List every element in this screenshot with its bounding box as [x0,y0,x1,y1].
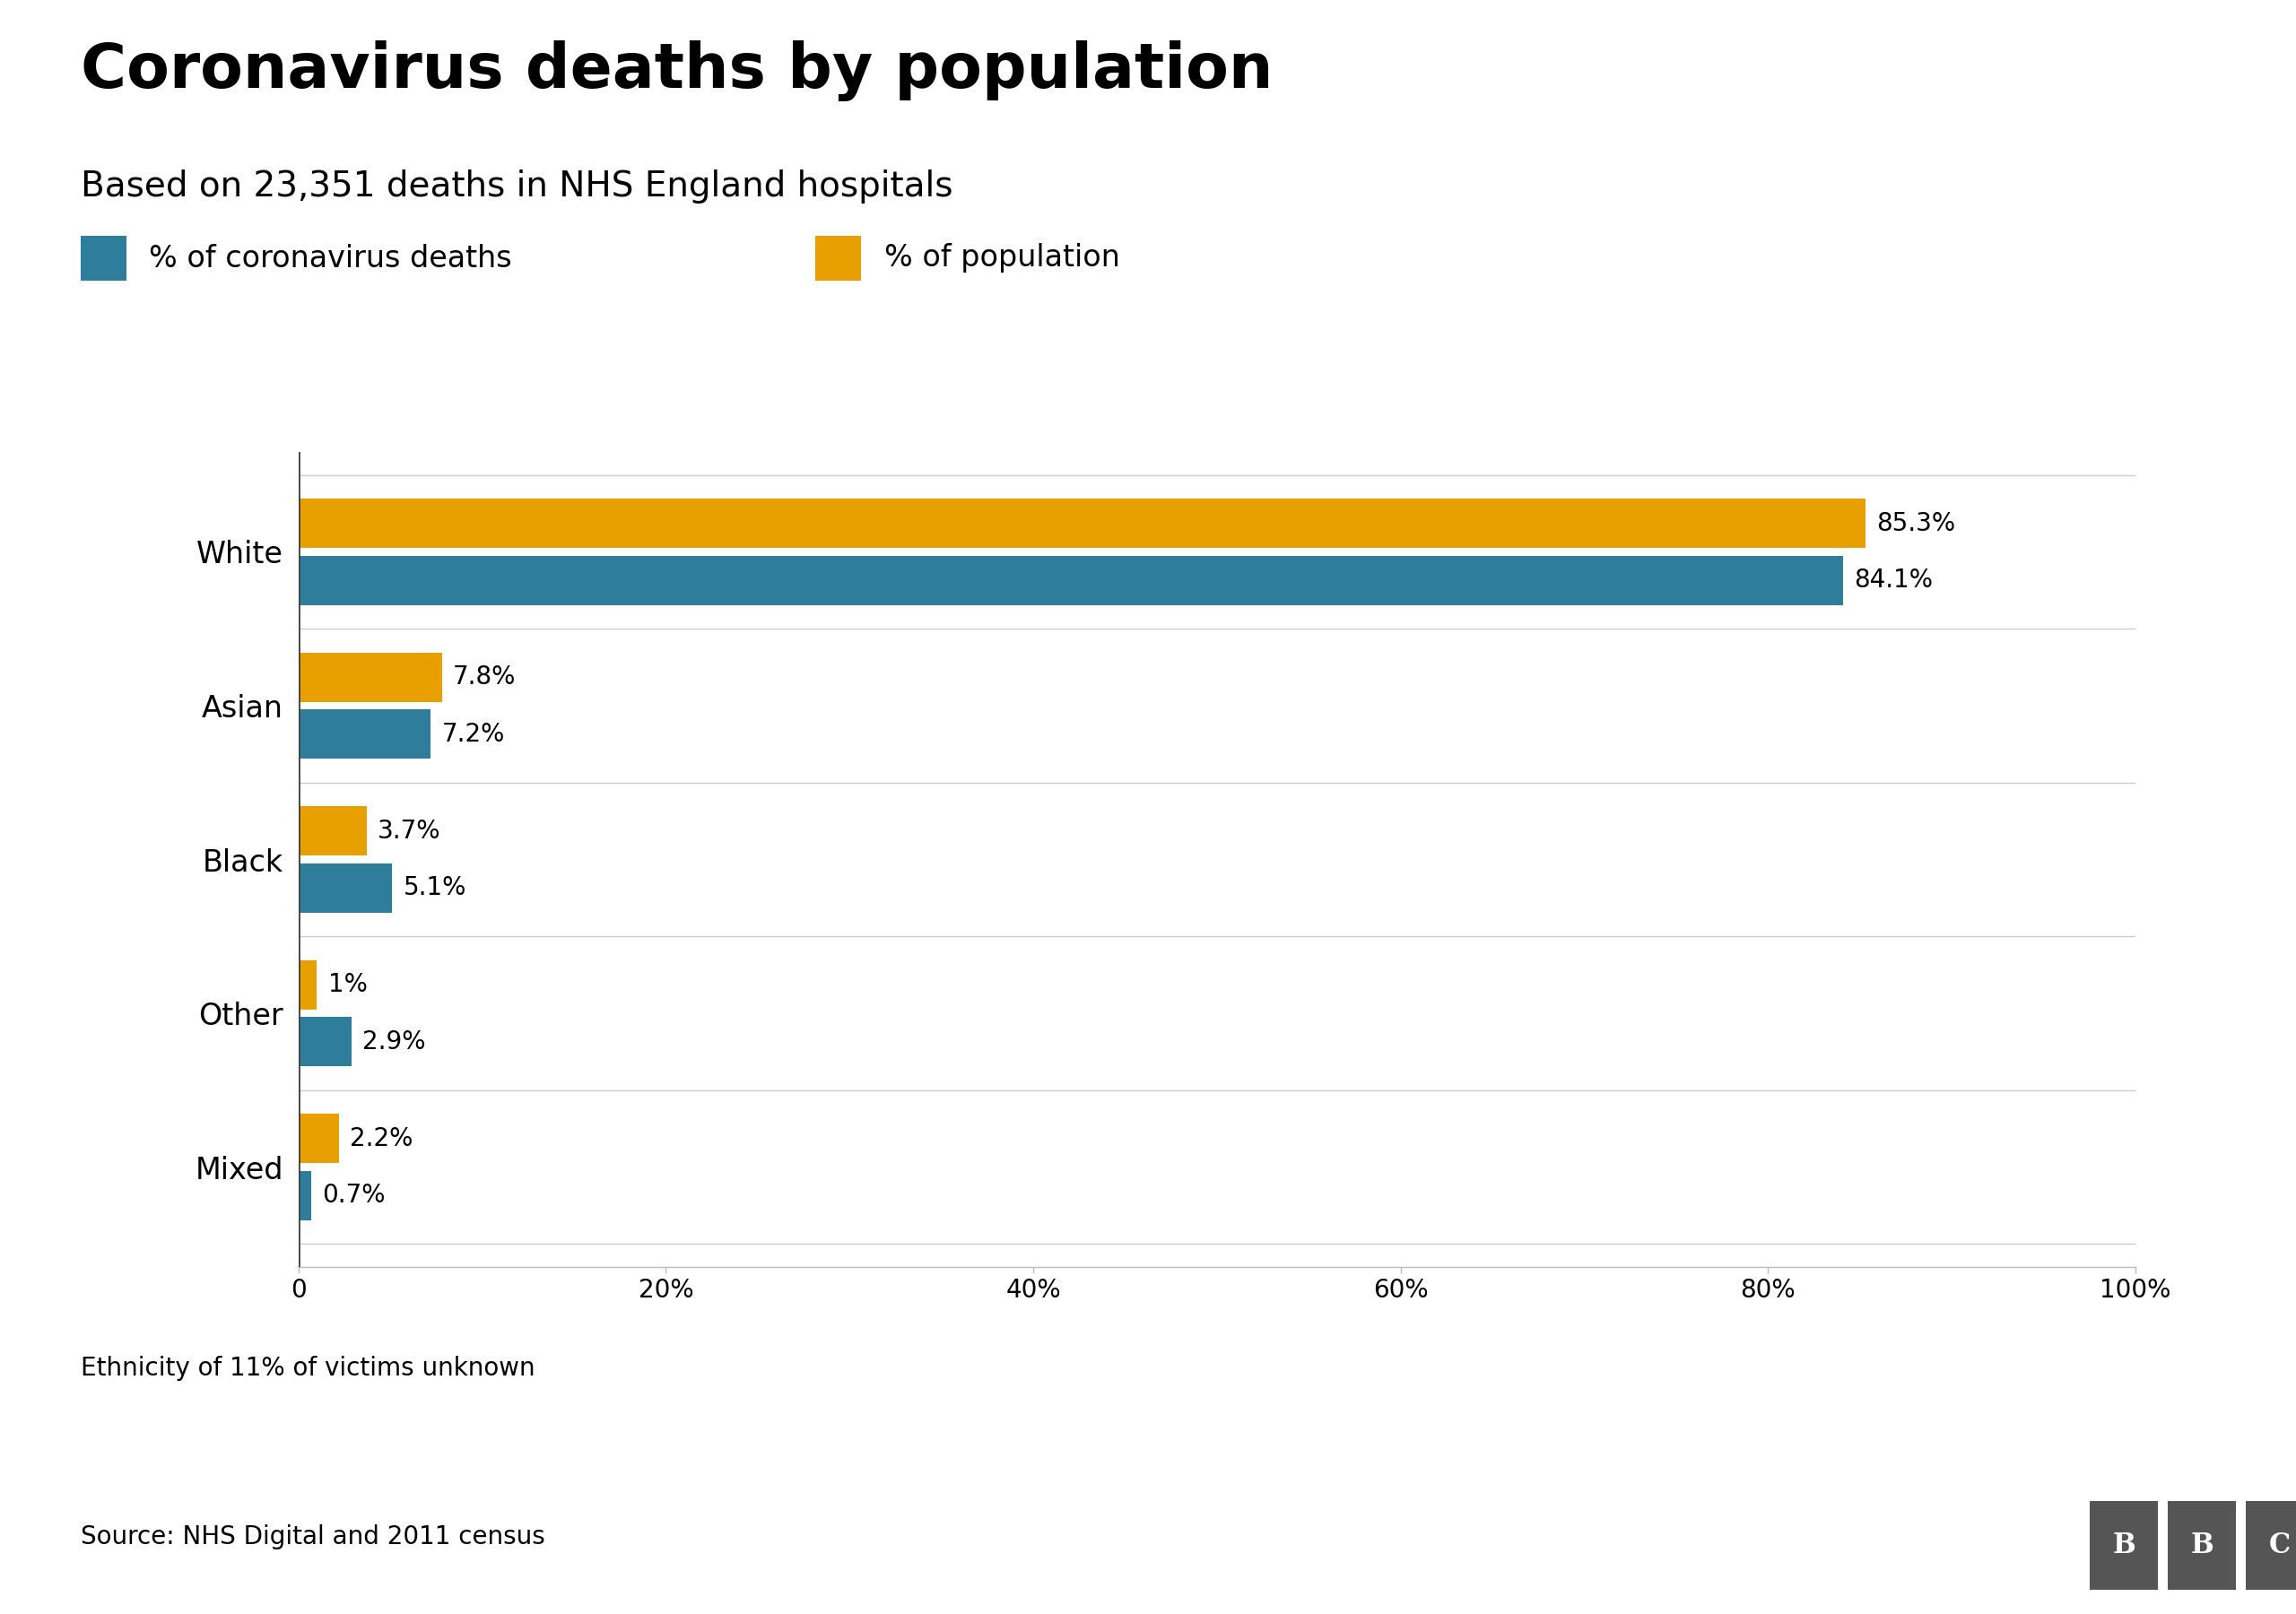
Text: 3.7%: 3.7% [377,818,441,844]
Text: Source: NHS Digital and 2011 census: Source: NHS Digital and 2011 census [80,1524,544,1549]
Text: 85.3%: 85.3% [1876,512,1956,536]
Bar [298,807,367,855]
Text: 5.1%: 5.1% [404,875,466,901]
Bar [298,555,1844,605]
Bar [298,710,432,759]
Bar [298,652,441,702]
Text: Ethnicity of 11% of victims unknown: Ethnicity of 11% of victims unknown [80,1356,535,1382]
Text: C: C [2268,1532,2291,1559]
Bar [298,1114,340,1164]
Text: B: B [2190,1532,2213,1559]
Text: 7.2%: 7.2% [441,721,505,747]
Text: 2.9%: 2.9% [363,1030,427,1054]
Text: B: B [2112,1532,2135,1559]
Bar [298,863,393,912]
Text: % of population: % of population [884,244,1120,273]
Text: 0.7%: 0.7% [321,1183,386,1207]
Bar [298,960,317,1009]
Text: 1%: 1% [328,972,367,997]
Text: % of coronavirus deaths: % of coronavirus deaths [149,244,512,273]
Bar [298,1017,351,1067]
Text: Coronavirus deaths by population: Coronavirus deaths by population [80,40,1272,102]
Bar [298,499,1864,549]
Text: 7.8%: 7.8% [452,665,517,689]
Text: 84.1%: 84.1% [1855,568,1933,592]
Bar [298,1170,312,1220]
Text: 2.2%: 2.2% [349,1127,413,1151]
Text: Based on 23,351 deaths in NHS England hospitals: Based on 23,351 deaths in NHS England ho… [80,169,953,203]
